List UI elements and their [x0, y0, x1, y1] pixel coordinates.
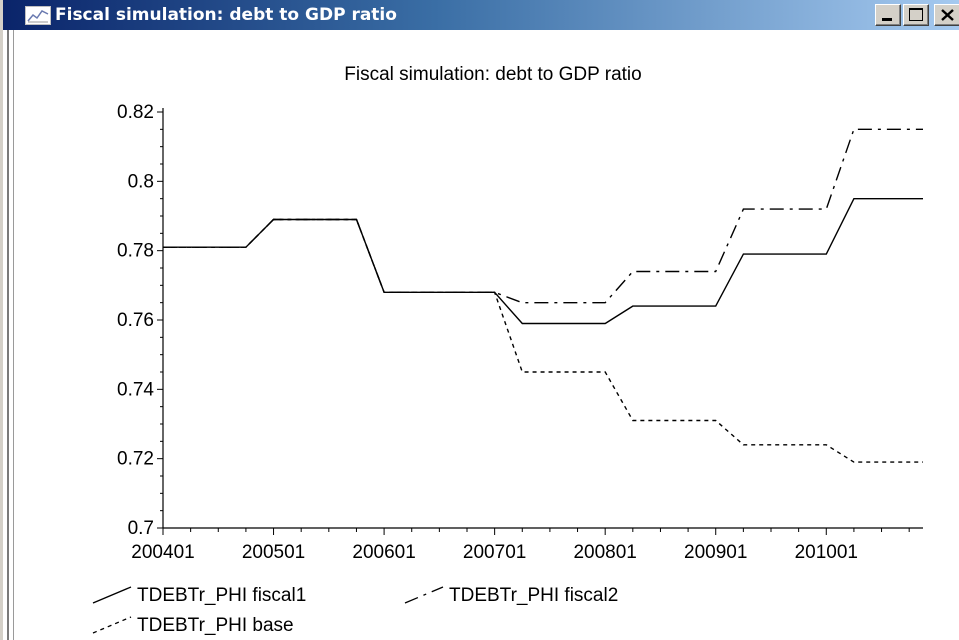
- y-tick-label: 0.72: [117, 449, 154, 470]
- window-title: Fiscal simulation: debt to GDP ratio: [55, 5, 397, 25]
- chart-axes: 0.7 0.72 0.74 0.76 0.78 0.8 0.82 200401 200501 20…: [117, 102, 923, 563]
- window-frame-line-inner: [13, 30, 14, 640]
- series-line-3: [163, 218, 923, 463]
- y-tick-label: 0.76: [117, 310, 154, 331]
- chart-area: Fiscal simulation: debt to GDP ratio 0.7…: [3, 30, 959, 640]
- series-line-2: [163, 128, 923, 304]
- chart-legend: TDEBTr_PHI fiscal1 TDEBTr_PHI fiscal2 TDEB…: [92, 585, 618, 636]
- chart-series: [163, 128, 923, 463]
- x-tick-label: 201001: [795, 542, 858, 563]
- minimize-button[interactable]: [875, 4, 901, 26]
- x-tick-label: 200401: [131, 542, 194, 563]
- x-tick-label: 200501: [242, 542, 305, 563]
- legend-swatch-1: [92, 586, 132, 604]
- legend-swatch-3: [92, 616, 132, 634]
- series-line-1: [163, 198, 923, 325]
- minimize-icon: [882, 18, 892, 21]
- y-tick-label: 0.74: [117, 379, 154, 400]
- close-button[interactable]: [934, 4, 959, 26]
- x-tick-label: 200601: [352, 542, 415, 563]
- y-tick-label: 0.8: [128, 171, 154, 192]
- chart-window-icon: [25, 6, 51, 25]
- close-icon: [941, 9, 954, 21]
- legend-swatch-2: [404, 586, 444, 604]
- line-chart: Fiscal simulation: debt to GDP ratio 0.7…: [92, 64, 923, 636]
- y-tick-label: 0.7: [128, 518, 154, 539]
- y-tick-label: 0.78: [117, 241, 154, 262]
- maximize-icon: [909, 8, 923, 21]
- legend-label-1: TDEBTr_PHI fiscal1: [137, 585, 306, 606]
- title-bar[interactable]: Fiscal simulation: debt to GDP ratio: [3, 0, 959, 30]
- legend-label-3: TDEBTr_PHI base: [137, 615, 294, 636]
- y-tick-label: 0.82: [117, 102, 154, 123]
- chart-title: Fiscal simulation: debt to GDP ratio: [344, 64, 641, 85]
- window-frame-line: [7, 30, 9, 640]
- x-tick-label: 200701: [463, 542, 526, 563]
- x-tick-label: 200801: [573, 542, 636, 563]
- legend-label-2: TDEBTr_PHI fiscal2: [449, 585, 618, 606]
- maximize-button[interactable]: [903, 4, 929, 26]
- x-tick-label: 200901: [684, 542, 747, 563]
